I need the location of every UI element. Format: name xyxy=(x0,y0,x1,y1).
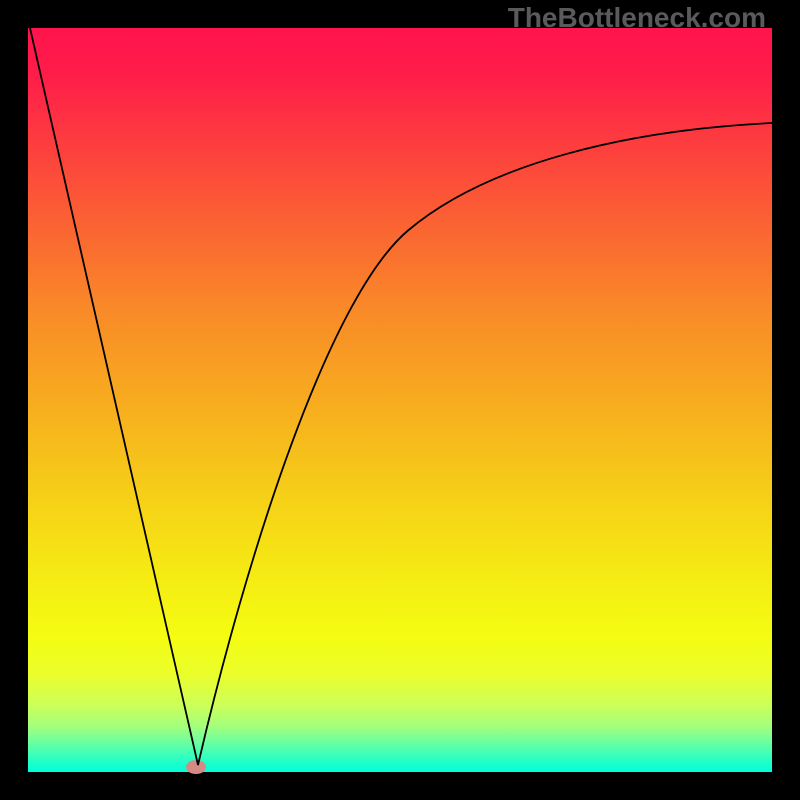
chart-frame: TheBottleneck.com xyxy=(0,0,800,800)
bottleneck-chart xyxy=(0,0,800,800)
gradient-background xyxy=(28,28,772,772)
vertex-marker xyxy=(186,760,206,774)
plot-area xyxy=(28,28,772,774)
watermark-text: TheBottleneck.com xyxy=(508,2,766,34)
